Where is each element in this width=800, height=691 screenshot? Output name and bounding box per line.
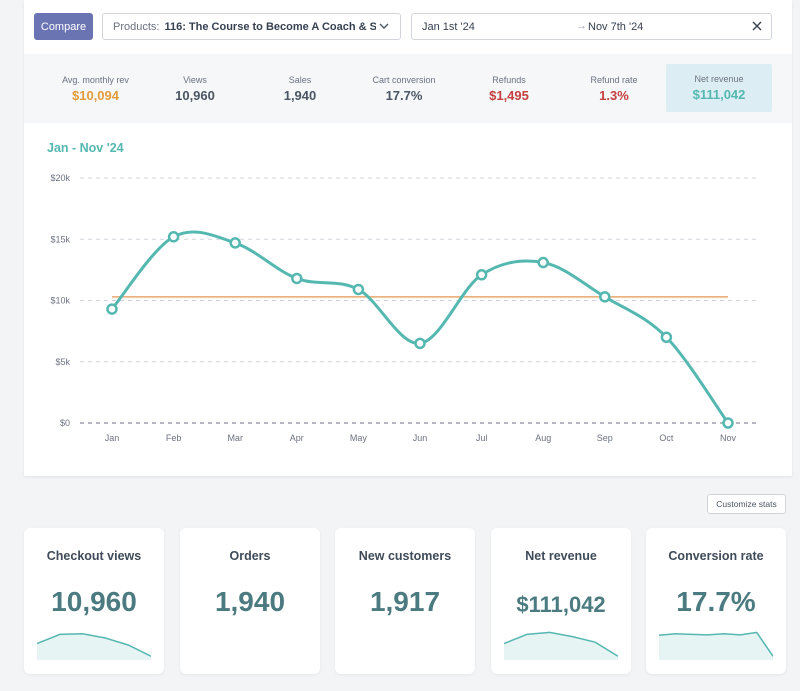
card-title: New customers bbox=[358, 549, 452, 563]
date-start[interactable]: Jan 1st '24 bbox=[422, 21, 475, 33]
stat-label: Refunds bbox=[492, 75, 526, 85]
data-point bbox=[106, 303, 118, 315]
data-point bbox=[352, 283, 365, 296]
x-tick-label: May bbox=[350, 433, 368, 443]
stat-value: $111,042 bbox=[692, 87, 746, 102]
sparkline-area bbox=[504, 632, 618, 660]
stat-sales: Sales 1,940 bbox=[254, 54, 346, 123]
stat-refunds: Refunds $1,495 bbox=[468, 54, 550, 123]
stat-value: 10,960 bbox=[175, 88, 215, 103]
card-value: 10,960 bbox=[51, 586, 137, 617]
sparkline bbox=[504, 631, 618, 660]
chart-title: Jan - Nov '24 bbox=[47, 141, 124, 155]
customize-stats-button[interactable]: Customize stats bbox=[707, 494, 786, 514]
sparkline-area bbox=[37, 633, 151, 660]
card-orders[interactable]: Orders 1,940 bbox=[180, 528, 320, 674]
date-range-picker[interactable]: Jan 1st '24 → Nov 7th '24 bbox=[411, 13, 772, 40]
date-end[interactable]: Nov 7th '24 bbox=[588, 21, 644, 33]
data-point bbox=[414, 337, 426, 350]
sparkline-line bbox=[37, 633, 151, 657]
stat-label: Views bbox=[183, 75, 207, 85]
data-point bbox=[229, 237, 241, 249]
products-prefix: Products: bbox=[113, 20, 160, 33]
y-tick-label: $10k bbox=[50, 296, 70, 306]
sparkline-line bbox=[659, 631, 773, 657]
x-tick-label: Nov bbox=[720, 433, 737, 443]
data-point bbox=[599, 291, 611, 303]
x-tick-label: Jul bbox=[476, 433, 488, 443]
y-tick-label: $5k bbox=[55, 357, 70, 367]
chevron-down-icon bbox=[379, 23, 389, 29]
stat-value: 1,940 bbox=[283, 88, 317, 103]
x-tick-label: Aug bbox=[535, 433, 551, 443]
y-tick-label: $20k bbox=[50, 173, 70, 183]
stat-refund-rate: Refund rate 1.3% bbox=[570, 54, 658, 123]
card-value: 1,940 bbox=[214, 586, 286, 617]
sparkline-line bbox=[504, 631, 618, 657]
data-point bbox=[660, 331, 673, 343]
stat-label: Refund rate bbox=[590, 75, 638, 85]
data-point bbox=[167, 231, 180, 243]
products-select[interactable]: Products: 116: The Course to Become A Co… bbox=[102, 13, 401, 40]
stat-value: $10,094 bbox=[72, 88, 119, 103]
card-checkout-views[interactable]: Checkout views 10,960 bbox=[24, 528, 164, 674]
stat-net-revenue[interactable]: Net revenue $111,042 bbox=[666, 64, 772, 112]
series-line bbox=[110, 230, 730, 424]
card-title: Checkout views bbox=[46, 549, 142, 563]
stat-label: Net revenue bbox=[694, 74, 744, 84]
sparkline-area bbox=[659, 632, 773, 660]
x-tick-label: Apr bbox=[290, 433, 304, 443]
y-tick-label: $0 bbox=[60, 418, 70, 428]
x-tick-label: Oct bbox=[659, 433, 674, 443]
stat-cart-conversion: Cart conversion 17.7% bbox=[348, 54, 460, 123]
stats-strip: Avg. monthly rev $10,094 Views 10,960 Sa… bbox=[24, 54, 792, 123]
close-icon[interactable] bbox=[751, 20, 763, 32]
y-tick-label: $15k bbox=[50, 234, 70, 244]
x-tick-label: Feb bbox=[166, 433, 182, 443]
card-conversion-rate[interactable]: Conversion rate 17.7% bbox=[646, 528, 786, 674]
stat-value: 1.3% bbox=[599, 88, 629, 103]
x-tick-label: Sep bbox=[597, 433, 613, 443]
products-value: 116: The Course to Become A Coach & Sign bbox=[164, 20, 377, 33]
card-net-revenue[interactable]: Net revenue $111,042 bbox=[491, 528, 631, 674]
revenue-line-chart: $0 $5k $10k $15k $20k Jan Feb Mar Apr May Jun Jul Au… bbox=[50, 173, 760, 443]
x-tick-label: Mar bbox=[227, 433, 243, 443]
x-tick-label: Jan bbox=[105, 433, 120, 443]
card-value: $111,042 bbox=[516, 592, 606, 617]
sparkline bbox=[659, 631, 773, 660]
arrow-right-icon: → bbox=[576, 20, 587, 32]
x-tick-label: Jun bbox=[413, 433, 428, 443]
card-value: 1,917 bbox=[369, 586, 441, 617]
card-title: Net revenue bbox=[525, 549, 597, 563]
card-title: Orders bbox=[229, 549, 271, 563]
stat-value: $1,495 bbox=[489, 88, 529, 103]
stat-label: Sales bbox=[288, 75, 312, 85]
data-point bbox=[291, 272, 303, 285]
stat-value: 17.7% bbox=[385, 88, 423, 103]
data-point bbox=[722, 417, 734, 429]
stat-avg-monthly-rev: Avg. monthly rev $10,094 bbox=[34, 54, 157, 123]
compare-button[interactable]: Compare bbox=[34, 13, 93, 40]
stat-label: Cart conversion bbox=[372, 75, 436, 85]
data-point bbox=[475, 269, 488, 281]
card-new-customers[interactable]: New customers 1,917 bbox=[335, 528, 475, 674]
sparkline bbox=[37, 633, 151, 660]
stat-views: Views 10,960 bbox=[157, 54, 233, 123]
stat-label: Avg. monthly rev bbox=[62, 75, 129, 85]
card-title: Conversion rate bbox=[668, 549, 764, 563]
card-value: 17.7% bbox=[676, 586, 756, 617]
data-point bbox=[537, 256, 549, 269]
